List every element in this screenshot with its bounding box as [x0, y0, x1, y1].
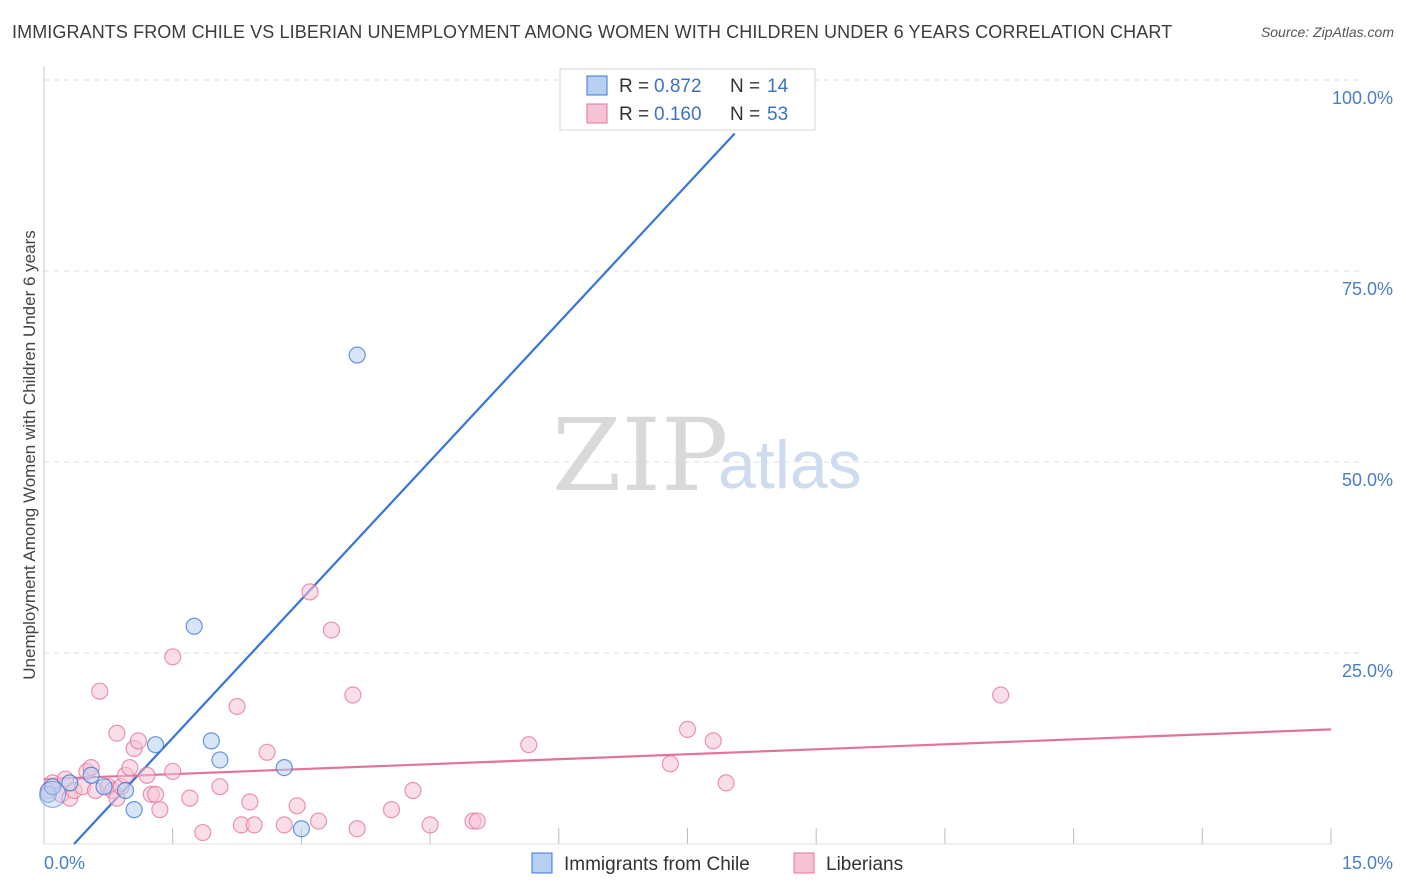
correlation-legend: R = 0.872 N = 14 R = 0.160 N = 53: [559, 68, 816, 131]
point-chile: [82, 766, 100, 784]
point-liberians: [245, 816, 263, 834]
legend-label-liberians[interactable]: Liberians: [826, 854, 903, 875]
point-liberians: [258, 743, 276, 761]
point-liberians: [404, 781, 422, 800]
legend-r-label-pink: R =: [619, 104, 649, 125]
legend-n-value-pink: 53: [767, 104, 788, 125]
point-chile: [146, 736, 165, 754]
legend-n-label-pink: N =: [730, 104, 760, 125]
point-liberians: [421, 816, 439, 834]
point-liberians: [108, 724, 126, 742]
point-liberians: [309, 812, 328, 830]
point-chile: [116, 781, 135, 800]
point-liberians: [138, 766, 156, 784]
legend-r-value-blue: 0.872: [654, 76, 702, 97]
trend-layer: [43, 132, 1332, 845]
legend-r-value-pink: 0.160: [654, 104, 702, 125]
point-chile: [185, 617, 203, 635]
grid-layer: [44, 79, 1361, 654]
source-label: Source: ZipAtlas.com: [1260, 24, 1394, 40]
point-liberians: [717, 774, 735, 792]
legend-r-label-blue: R =: [619, 76, 649, 97]
legend-swatch-chile[interactable]: [531, 852, 553, 874]
point-chile: [202, 732, 220, 750]
point-chile-cluster: [39, 780, 67, 808]
y-tick-label: 50.0%: [1342, 470, 1393, 490]
point-liberians: [678, 720, 697, 739]
legend-swatch-liberians[interactable]: [793, 852, 815, 874]
point-liberians: [992, 686, 1010, 704]
x-tick-label-max: 15.0%: [1342, 853, 1393, 873]
point-liberians: [288, 797, 306, 815]
y-tick-labels: 25.0% 50.0% 75.0% 100.0%: [1332, 88, 1393, 681]
point-layer: [39, 71, 1010, 842]
point-liberians: [181, 789, 199, 807]
legend-swatch-blue: [586, 75, 608, 96]
point-liberians: [151, 801, 169, 819]
point-liberians: [228, 697, 246, 716]
point-liberians: [382, 801, 401, 819]
point-liberians: [91, 682, 109, 700]
axis-layer: [43, 66, 1332, 845]
point-chile: [211, 751, 229, 769]
point-liberians: [211, 778, 229, 796]
point-liberians: [704, 732, 722, 750]
y-tick-label: 100.0%: [1332, 88, 1393, 108]
legend-swatch-pink: [586, 103, 608, 124]
trendline-liberians: [43, 728, 1332, 781]
watermark: ZIP atlas: [552, 397, 862, 514]
point-liberians: [344, 686, 362, 704]
point-chile: [95, 778, 113, 796]
point-chile: [275, 758, 293, 777]
point-liberians: [322, 621, 341, 639]
point-liberians: [348, 820, 366, 838]
x-tick-labels: 0.0% 15.0%: [44, 853, 1393, 873]
point-liberians: [468, 812, 486, 830]
point-liberians: [275, 816, 293, 834]
y-tick-label: 75.0%: [1342, 279, 1393, 299]
x-tick-label-min: 0.0%: [44, 853, 85, 873]
point-liberians: [241, 793, 259, 811]
watermark-atlas: atlas: [718, 427, 862, 503]
point-liberians: [194, 823, 212, 842]
point-liberians: [121, 758, 139, 777]
point-liberians: [661, 755, 679, 773]
point-liberians: [301, 583, 319, 601]
point-chile: [292, 820, 310, 838]
point-liberians: [129, 732, 147, 750]
point-liberians: [146, 785, 165, 803]
legend-n-value-blue: 14: [767, 76, 789, 97]
trendline-chile: [73, 132, 736, 845]
y-tick-label: 25.0%: [1342, 661, 1393, 681]
legend-n-label-blue: N =: [730, 76, 760, 97]
point-liberians: [164, 762, 182, 781]
point-liberians: [520, 736, 538, 754]
chart-title: IMMIGRANTS FROM CHILE VS LIBERIAN UNEMPL…: [12, 22, 1173, 42]
watermark-zip: ZIP: [552, 397, 728, 514]
point-chile: [61, 774, 79, 792]
point-chile: [348, 346, 366, 364]
y-axis-label: Unemployment Among Women with Children U…: [20, 230, 39, 679]
point-chile: [125, 801, 143, 819]
point-liberians: [164, 648, 182, 666]
legend-label-chile[interactable]: Immigrants from Chile: [564, 854, 750, 875]
series-legend: Immigrants from Chile Liberians: [531, 852, 903, 875]
point-chile: [43, 778, 62, 796]
